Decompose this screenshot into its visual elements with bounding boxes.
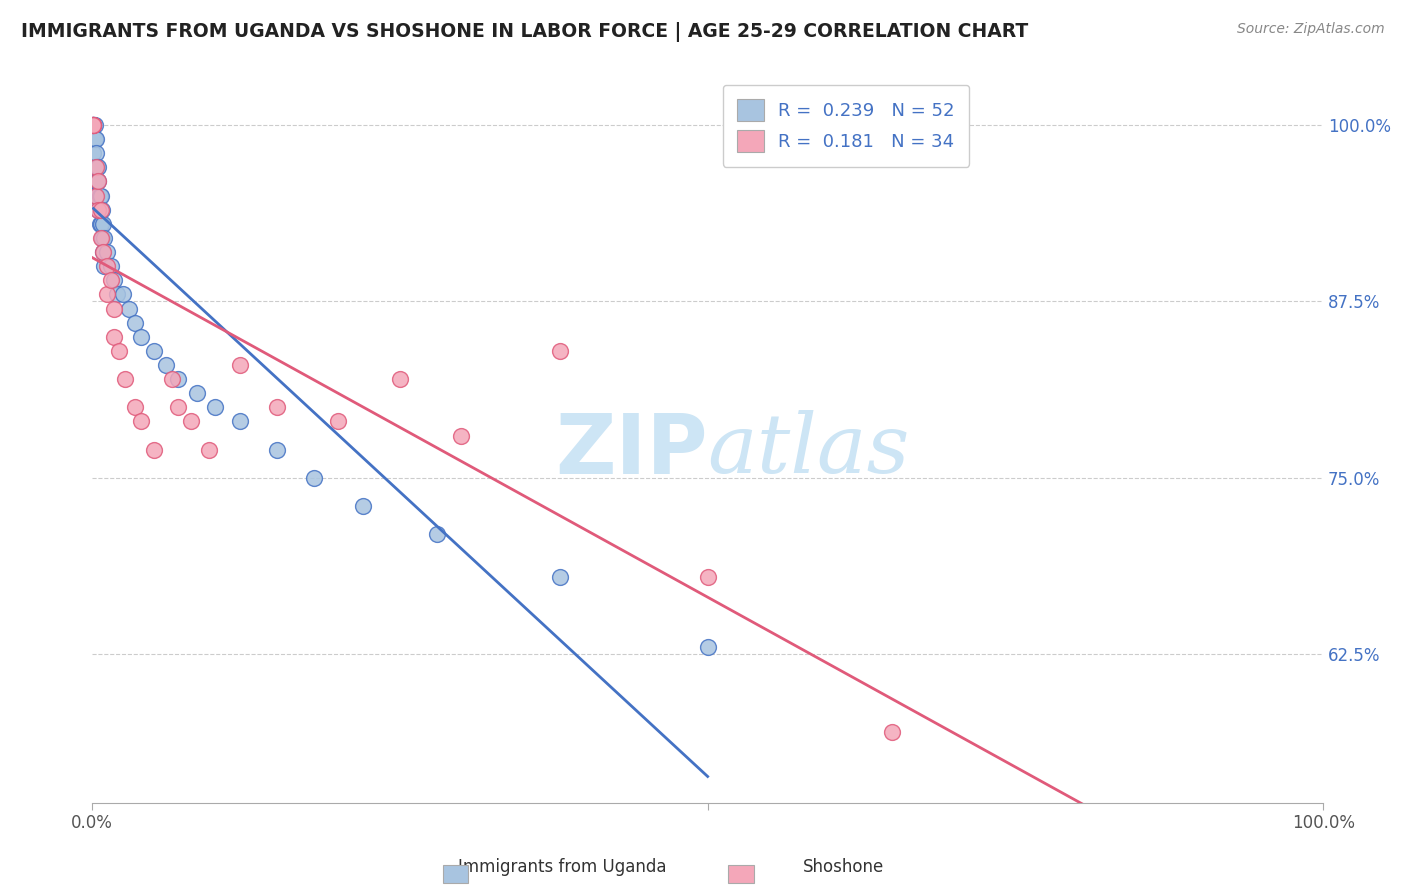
Point: [180, 414, 202, 428]
Point: [882, 725, 904, 739]
Point: [84, 161, 107, 175]
Point: [91, 245, 114, 260]
Point: [142, 442, 165, 457]
Point: [155, 358, 177, 372]
Text: IMMIGRANTS FROM UGANDA VS SHOSHONE IN LABOR FORCE | AGE 25-29 CORRELATION CHART: IMMIGRANTS FROM UGANDA VS SHOSHONE IN LA…: [21, 22, 1028, 42]
Point: [124, 401, 146, 415]
Point: [83, 174, 105, 188]
Point: [91, 202, 114, 217]
Point: [90, 188, 112, 202]
Point: [87, 174, 110, 188]
Point: [84, 146, 107, 161]
Point: [302, 471, 325, 485]
Point: [142, 343, 165, 358]
Point: [131, 330, 153, 344]
Point: [93, 231, 115, 245]
Point: [696, 640, 718, 655]
Point: [548, 343, 571, 358]
Point: [96, 259, 118, 273]
Point: [103, 330, 125, 344]
Point: [82, 161, 104, 175]
Point: [105, 287, 128, 301]
Point: [103, 301, 125, 316]
Point: [266, 442, 288, 457]
Point: [426, 527, 449, 541]
Point: [82, 118, 104, 132]
Point: [118, 301, 141, 316]
Point: [450, 428, 472, 442]
Point: [83, 118, 105, 132]
Point: [124, 316, 146, 330]
Point: [131, 414, 153, 428]
Point: [100, 273, 122, 287]
Point: [328, 414, 350, 428]
Point: [82, 118, 104, 132]
Point: [198, 442, 221, 457]
Point: [111, 287, 134, 301]
Point: [87, 174, 110, 188]
Point: [352, 499, 374, 513]
Point: [82, 118, 104, 132]
Point: [388, 372, 411, 386]
Point: [89, 217, 111, 231]
Point: [114, 372, 136, 386]
Point: [86, 174, 108, 188]
Point: [82, 118, 104, 132]
Point: [82, 118, 104, 132]
Point: [83, 161, 105, 175]
Text: Immigrants from Uganda: Immigrants from Uganda: [458, 858, 666, 876]
Point: [204, 401, 226, 415]
Point: [229, 358, 252, 372]
Point: [91, 231, 114, 245]
Point: [91, 245, 114, 260]
Text: ZIP: ZIP: [555, 409, 707, 491]
Point: [167, 372, 190, 386]
Point: [103, 273, 125, 287]
Point: [84, 132, 107, 146]
Point: [186, 386, 208, 401]
Point: [82, 174, 104, 188]
Point: [84, 174, 107, 188]
Point: [90, 202, 112, 217]
Point: [82, 118, 104, 132]
Text: Shoshone: Shoshone: [803, 858, 884, 876]
Point: [160, 372, 183, 386]
Point: [100, 259, 122, 273]
Text: Source: ZipAtlas.com: Source: ZipAtlas.com: [1237, 22, 1385, 37]
Point: [89, 188, 111, 202]
Point: [96, 245, 118, 260]
Point: [86, 161, 108, 175]
Point: [90, 231, 112, 245]
Legend: R =  0.239   N = 52, R =  0.181   N = 34: R = 0.239 N = 52, R = 0.181 N = 34: [723, 85, 970, 167]
Point: [82, 146, 104, 161]
Point: [82, 118, 104, 132]
Point: [86, 188, 108, 202]
Point: [90, 217, 112, 231]
Point: [91, 217, 114, 231]
Text: atlas: atlas: [707, 410, 910, 491]
Point: [266, 401, 288, 415]
Point: [96, 287, 118, 301]
Point: [93, 259, 115, 273]
Point: [82, 132, 104, 146]
Point: [108, 343, 131, 358]
Point: [82, 118, 104, 132]
Point: [84, 188, 107, 202]
Point: [82, 118, 104, 132]
Point: [83, 132, 105, 146]
Point: [87, 202, 110, 217]
Point: [167, 401, 190, 415]
Point: [696, 570, 718, 584]
Point: [548, 570, 571, 584]
Point: [87, 202, 110, 217]
Point: [87, 161, 110, 175]
Point: [229, 414, 252, 428]
Point: [84, 188, 107, 202]
